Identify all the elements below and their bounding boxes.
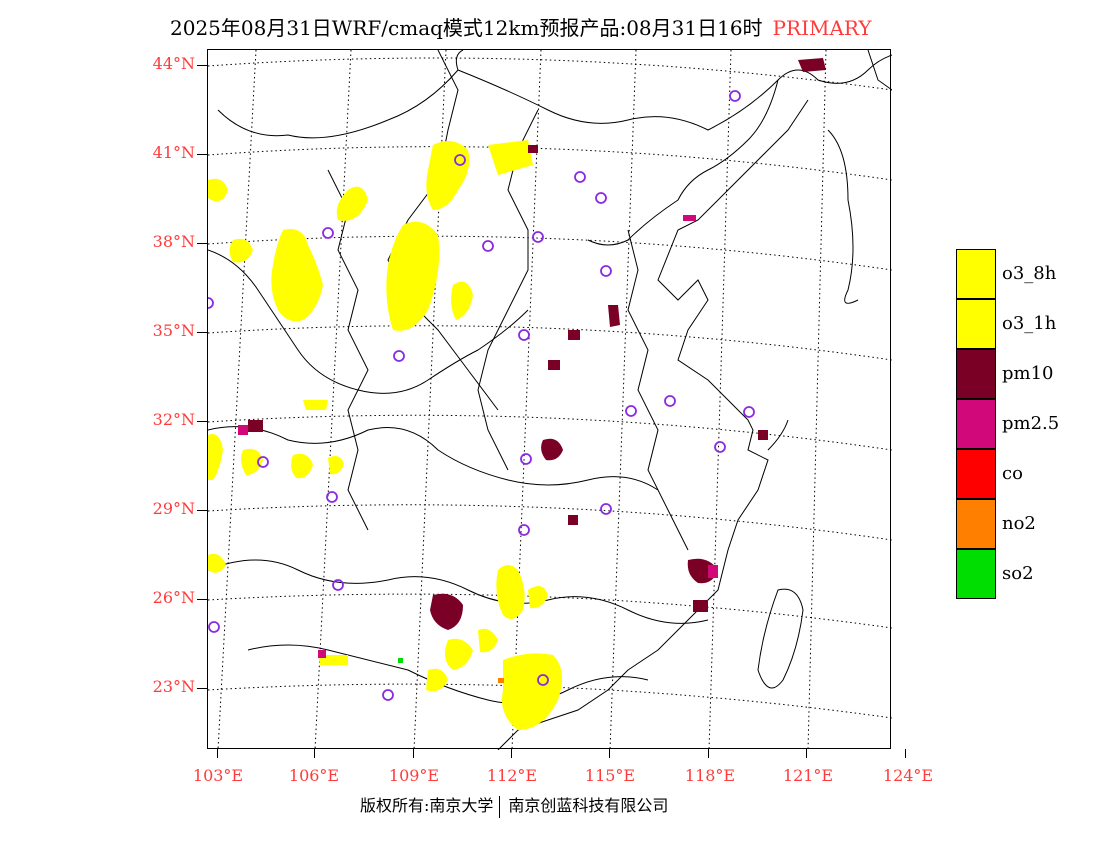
legend-swatch xyxy=(956,499,996,549)
lat-tick xyxy=(197,599,207,600)
lon-label-112: 112°E xyxy=(486,766,538,785)
legend-label: o3_8h xyxy=(1002,263,1057,284)
copyright-footer: 版权所有:南京大学 南京创蓝科技有限公司 xyxy=(360,792,668,818)
lat-tick xyxy=(197,243,207,244)
pm10-patches xyxy=(248,58,826,630)
lon-label-115: 115°E xyxy=(584,766,636,785)
o3-patches xyxy=(208,140,562,730)
lat-tick xyxy=(197,688,207,689)
lat-label-29: 29°N xyxy=(152,499,195,518)
lon-label-109: 109°E xyxy=(388,766,440,785)
map-area[interactable] xyxy=(207,49,892,750)
boundaries xyxy=(208,50,892,750)
lat-tick xyxy=(197,154,207,155)
legend-item-co: co xyxy=(956,449,1096,499)
legend-item-pm25: pm2.5 xyxy=(956,399,1096,449)
legend-label: co xyxy=(1002,463,1023,484)
legend-swatch xyxy=(956,549,996,599)
lon-label-106: 106°E xyxy=(288,766,340,785)
title-tag: PRIMARY xyxy=(772,16,872,40)
lon-tick xyxy=(708,749,709,758)
pm25-patches xyxy=(238,215,718,658)
map-svg xyxy=(208,50,892,750)
legend-item-no2: no2 xyxy=(956,499,1096,549)
legend-item-so2: so2 xyxy=(956,549,1096,599)
lat-tick xyxy=(197,510,207,511)
lat-tick xyxy=(197,65,207,66)
legend-item-o3-1h: o3_1h xyxy=(956,299,1096,349)
legend-swatch xyxy=(956,249,996,299)
lon-tick xyxy=(511,749,512,758)
legend-label: pm2.5 xyxy=(1002,413,1060,434)
legend: o3_8h o3_1h pm10 pm2.5 co no2 so2 xyxy=(956,249,1096,599)
legend-label: pm10 xyxy=(1002,363,1054,384)
lon-label-121: 121°E xyxy=(782,766,834,785)
lat-tick xyxy=(197,421,207,422)
legend-item-o3-8h: o3_8h xyxy=(956,249,1096,299)
lat-label-41: 41°N xyxy=(152,143,195,162)
lon-label-103: 103°E xyxy=(192,766,244,785)
lat-label-32: 32°N xyxy=(152,410,195,429)
no2-patches xyxy=(498,678,504,683)
lon-tick xyxy=(609,749,610,758)
station-markers xyxy=(208,90,755,701)
legend-label: o3_1h xyxy=(1002,313,1057,334)
lon-tick xyxy=(314,749,315,758)
so2-patches xyxy=(398,658,403,663)
footer-separator xyxy=(499,795,501,818)
lat-label-26: 26°N xyxy=(152,588,195,607)
lon-tick xyxy=(905,749,906,758)
lat-tick xyxy=(197,332,207,333)
title-main: 2025年08月31日WRF/cmaq模式12km预报产品:08月31日16时 xyxy=(170,16,763,40)
lat-label-44: 44°N xyxy=(152,54,195,73)
legend-swatch xyxy=(956,349,996,399)
lon-tick xyxy=(217,749,218,758)
legend-swatch xyxy=(956,399,996,449)
lon-label-124: 124°E xyxy=(882,766,934,785)
lat-label-23: 23°N xyxy=(152,677,195,696)
legend-label: no2 xyxy=(1002,513,1036,534)
footer-right: 南京创蓝科技有限公司 xyxy=(508,796,669,815)
legend-item-pm10: pm10 xyxy=(956,349,1096,399)
lat-label-35: 35°N xyxy=(152,321,195,340)
lon-tick xyxy=(806,749,807,758)
footer-left: 版权所有:南京大学 xyxy=(360,796,494,815)
lon-tick xyxy=(413,749,414,758)
map-title: 2025年08月31日WRF/cmaq模式12km预报产品:08月31日16时 P… xyxy=(170,12,872,41)
legend-swatch xyxy=(956,299,996,349)
lat-label-38: 38°N xyxy=(152,232,195,251)
legend-swatch xyxy=(956,449,996,499)
legend-label: so2 xyxy=(1002,563,1034,584)
lon-label-118: 118°E xyxy=(684,766,736,785)
